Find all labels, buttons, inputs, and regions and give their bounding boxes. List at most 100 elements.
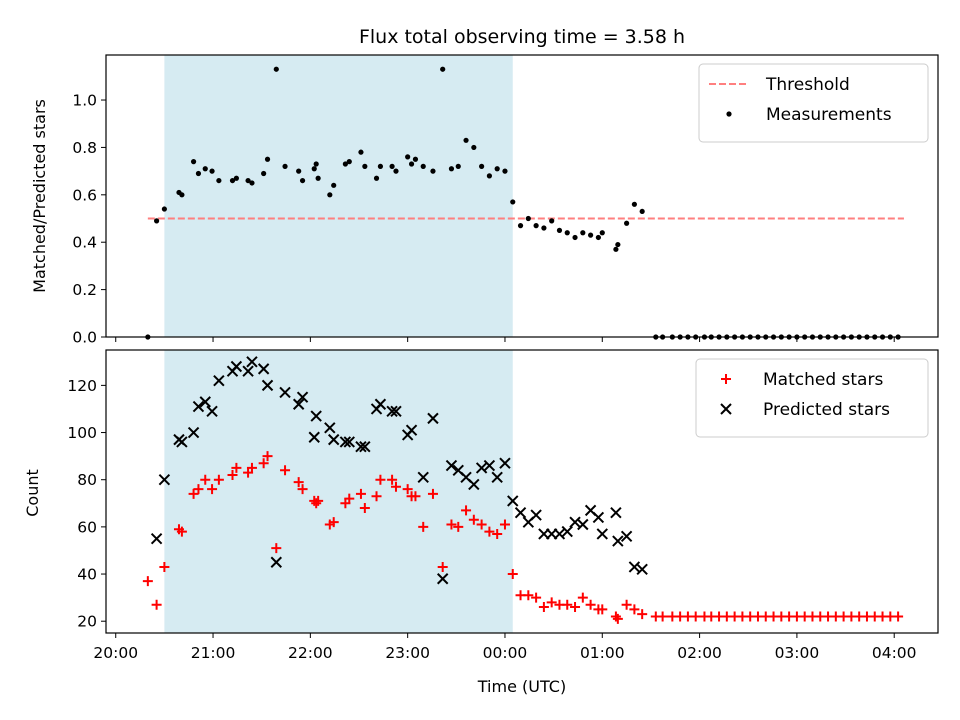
data-point-plus <box>562 599 573 610</box>
y-tick-label: 0.0 <box>72 329 97 347</box>
data-point-dot <box>430 168 436 174</box>
data-point-plus <box>390 481 401 492</box>
data-point-plus <box>484 526 495 537</box>
data-point-plus <box>476 519 487 530</box>
data-point-plus <box>193 484 204 495</box>
data-point-dot <box>202 166 208 172</box>
data-point-x <box>296 391 309 403</box>
data-point-dot <box>154 218 160 224</box>
data-point-plus <box>293 477 304 488</box>
data-point-plus <box>523 590 534 601</box>
data-point-dot <box>580 230 586 236</box>
data-point-x <box>242 365 254 377</box>
data-point-plus <box>546 597 557 608</box>
data-point-x <box>192 400 205 413</box>
x-tick-label: 04:00 <box>872 644 917 662</box>
data-point-x <box>257 363 270 375</box>
data-point-plus <box>621 599 632 610</box>
data-point-dot <box>564 230 570 236</box>
plot-frame <box>105 54 939 338</box>
data-point-plus <box>142 576 153 587</box>
data-point-dot <box>572 234 578 241</box>
data-point-plus <box>402 484 413 495</box>
data-point-dot <box>525 215 531 222</box>
data-point-x <box>427 412 439 425</box>
data-point-x <box>355 440 367 453</box>
data-point-plus <box>492 528 503 539</box>
data-point-dot <box>541 225 547 231</box>
data-point-dot <box>412 156 419 162</box>
data-point-dot <box>273 66 279 72</box>
data-point-plus <box>629 604 640 615</box>
y-tick-label: 60 <box>77 518 97 536</box>
panel-count: 20 40 60 80 100 120 20:00 21:00 22:00 23:00 00:00 0… <box>23 349 939 662</box>
data-point-dot <box>216 177 222 184</box>
legend-box <box>698 63 929 143</box>
y-tick-label: 80 <box>77 471 97 489</box>
chart-title: Flux total observing time = 3.58 h <box>359 26 685 48</box>
x-tick-label: 01:00 <box>580 644 625 662</box>
data-point-dot <box>599 230 605 236</box>
data-point-plus <box>227 469 238 480</box>
data-point-plus <box>271 543 282 554</box>
data-point-dot <box>315 175 321 181</box>
data-point-x <box>592 511 605 524</box>
data-point-dot <box>346 159 352 165</box>
data-point-dot <box>373 175 380 181</box>
data-point-dot <box>595 234 601 241</box>
data-point-dot <box>245 177 251 184</box>
y-tick-label: 0.2 <box>72 281 97 299</box>
count-points <box>142 356 904 624</box>
data-point-plus <box>258 458 269 469</box>
data-point-dot <box>549 218 555 224</box>
data-point-dot <box>613 246 619 252</box>
data-point-dot <box>282 163 288 169</box>
data-point-dot <box>463 137 469 143</box>
data-point-plus <box>597 604 608 615</box>
data-point-dot <box>233 175 239 181</box>
y-axis-label-top: Matched/Predicted stars <box>30 99 49 293</box>
data-point-x <box>596 528 608 540</box>
data-point-dot <box>249 180 255 186</box>
legend-swatch-plus <box>721 374 731 384</box>
data-point-dot <box>510 199 516 205</box>
data-point-dot <box>533 223 539 229</box>
data-point-x <box>327 433 340 446</box>
data-point-x <box>636 563 648 576</box>
data-point-x <box>620 530 633 543</box>
x-tick-label: 20:00 <box>93 644 138 662</box>
data-point-x <box>491 471 503 484</box>
data-point-plus <box>313 495 324 506</box>
data-point-plus <box>577 592 588 603</box>
data-point-dot <box>299 177 306 184</box>
data-point-x <box>374 398 387 410</box>
data-point-dot <box>393 168 399 174</box>
data-point-plus <box>690 611 701 622</box>
data-point-plus <box>446 519 457 530</box>
data-point-x <box>213 374 225 387</box>
y-axis-label-bottom: Count <box>23 469 42 517</box>
axes-bottom: 20 40 60 80 100 120 20:00 21:00 22:00 23:00 00:00 0… <box>67 349 939 662</box>
data-point-plus <box>262 451 273 462</box>
x-axis-label: Time (UTC) <box>477 677 566 696</box>
x-tick-label: 00:00 <box>483 644 528 662</box>
data-point-x <box>499 457 511 469</box>
data-point-dot <box>588 232 594 238</box>
data-point-dot <box>311 166 317 172</box>
data-point-x <box>628 561 641 573</box>
data-point-x <box>475 462 488 474</box>
data-point-plus <box>437 561 448 572</box>
y-tick-label: 40 <box>77 566 97 584</box>
data-point-dot <box>327 192 333 198</box>
data-point-plus <box>213 474 224 485</box>
data-point-dot <box>517 223 524 229</box>
data-point-x <box>386 405 398 418</box>
y-tick-label: 1.0 <box>72 92 97 110</box>
data-point-x <box>436 573 449 585</box>
data-point-plus <box>355 488 366 499</box>
data-point-x <box>359 440 371 453</box>
data-point-plus <box>297 484 308 495</box>
data-point-plus <box>151 599 162 610</box>
data-point-dot <box>358 149 364 155</box>
data-point-dot <box>362 163 368 169</box>
